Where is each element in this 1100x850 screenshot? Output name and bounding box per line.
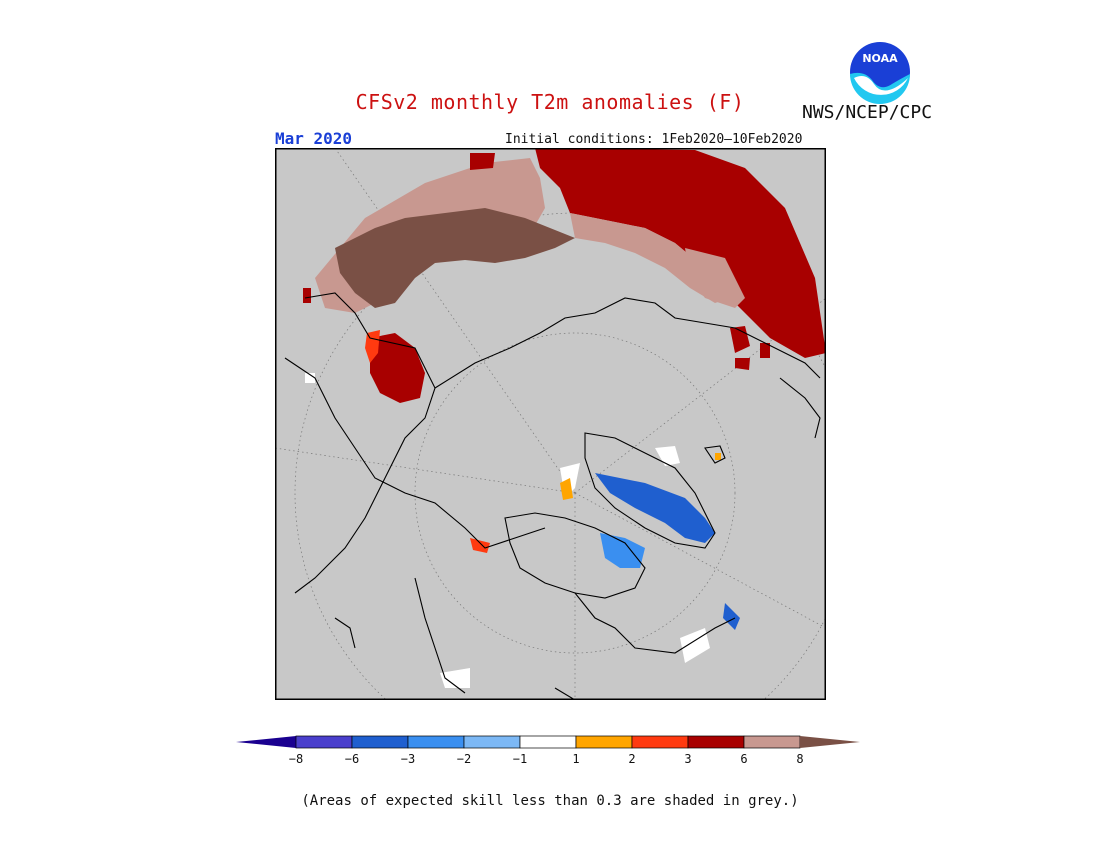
colorbar-label: 2 (628, 752, 636, 766)
anomaly-plus6-northeast (535, 148, 826, 358)
anomaly-map (275, 148, 826, 700)
anomaly-minus3-greenland (595, 473, 715, 543)
logo-text: NOAA (862, 52, 898, 65)
colorbar-label: −8 (288, 752, 304, 766)
valid-month: Mar 2020 (275, 129, 353, 148)
colorbar-label: −3 (400, 752, 416, 766)
colorbar-label: 3 (684, 752, 692, 766)
colorbar-min-arrow (236, 736, 296, 748)
anomaly-minus2-canada (600, 533, 645, 568)
colorbar-label: 6 (740, 752, 748, 766)
anomaly-plus8-band-a (570, 213, 730, 303)
colorbar-max-arrow (800, 736, 860, 748)
colorbar-label: 1 (572, 752, 580, 766)
coastlines (284, 292, 821, 700)
colorbar-label: −2 (456, 752, 472, 766)
colorbar-label: 8 (796, 752, 804, 766)
anomaly-above8-band (335, 208, 575, 308)
initial-conditions: Initial conditions: 1Feb2020–10Feb2020 (505, 132, 803, 147)
chart-title: CFSv2 monthly T2m anomalies (F) (355, 90, 745, 114)
colorbar-label: −1 (512, 752, 528, 766)
anomaly-plus8-patch (685, 248, 745, 308)
colorbar-label: −6 (344, 752, 360, 766)
skill-footnote: (Areas of expected skill less than 0.3 a… (301, 793, 799, 809)
agency-label: NWS/NCEP/CPC (802, 102, 933, 123)
anomaly-plus6-west (370, 333, 425, 403)
anomaly-regions (303, 148, 826, 688)
map-frame (275, 148, 826, 700)
colorbar (236, 735, 860, 749)
noaa-logo-icon: NOAA (850, 42, 910, 104)
